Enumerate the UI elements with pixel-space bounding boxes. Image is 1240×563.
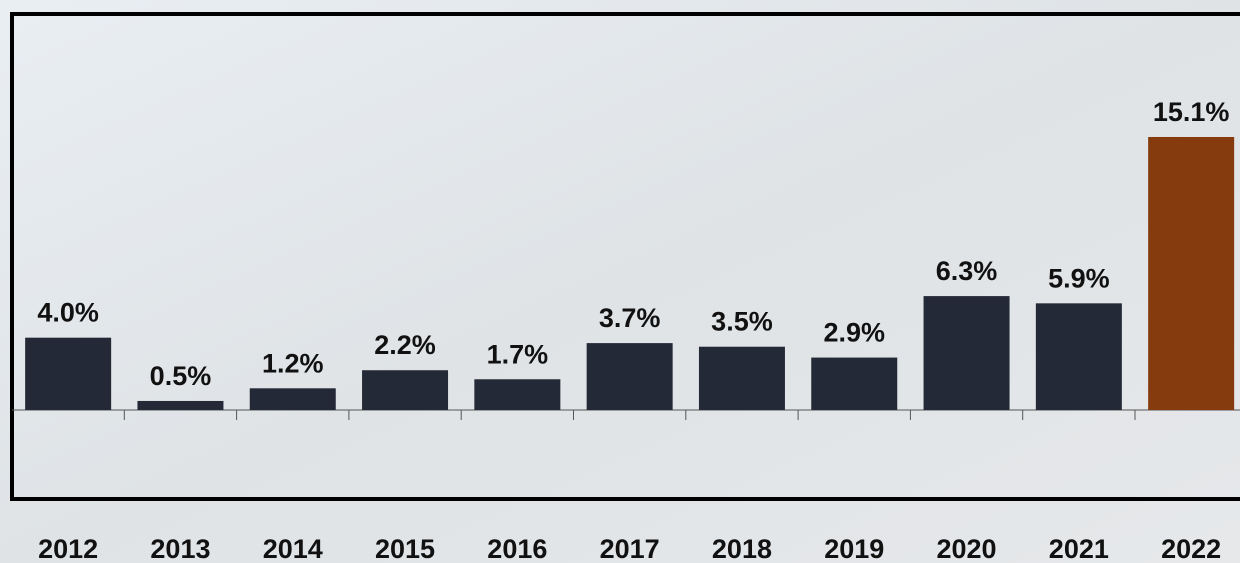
value-label: 2.9% <box>823 318 885 348</box>
value-label: 4.0% <box>37 298 99 328</box>
value-label: 6.3% <box>936 256 998 286</box>
bar <box>811 357 898 410</box>
bar <box>137 400 224 410</box>
value-label: 1.2% <box>262 348 324 378</box>
bar <box>249 388 336 410</box>
value-label: 1.7% <box>487 339 549 369</box>
plot-frame <box>10 12 1240 501</box>
value-label: 3.5% <box>711 307 773 337</box>
x-tick-label: 2012 <box>38 534 98 563</box>
value-label: 5.9% <box>1048 263 1110 293</box>
bar <box>25 337 112 410</box>
x-tick-label: 2018 <box>712 534 772 563</box>
x-tick-label: 2021 <box>1049 534 1109 563</box>
x-tick-label: 2017 <box>600 534 660 563</box>
x-tick-label: 2016 <box>487 534 547 563</box>
bar <box>923 296 1010 410</box>
value-label: 15.1% <box>1153 97 1230 127</box>
bar <box>698 346 785 410</box>
bar <box>586 343 673 410</box>
value-label: 0.5% <box>150 361 212 391</box>
x-tick-label: 2014 <box>263 534 323 563</box>
value-label: 2.2% <box>374 330 436 360</box>
bar <box>1035 303 1122 410</box>
x-tick-label: 2022 <box>1161 534 1221 563</box>
x-tick-label: 2015 <box>375 534 435 563</box>
value-label: 3.7% <box>599 303 661 333</box>
bar <box>474 379 561 410</box>
bar <box>362 370 449 410</box>
bar <box>1148 136 1235 410</box>
x-tick-label: 2019 <box>824 534 884 563</box>
x-tick-label: 2013 <box>150 534 210 563</box>
x-tick-label: 2020 <box>937 534 997 563</box>
